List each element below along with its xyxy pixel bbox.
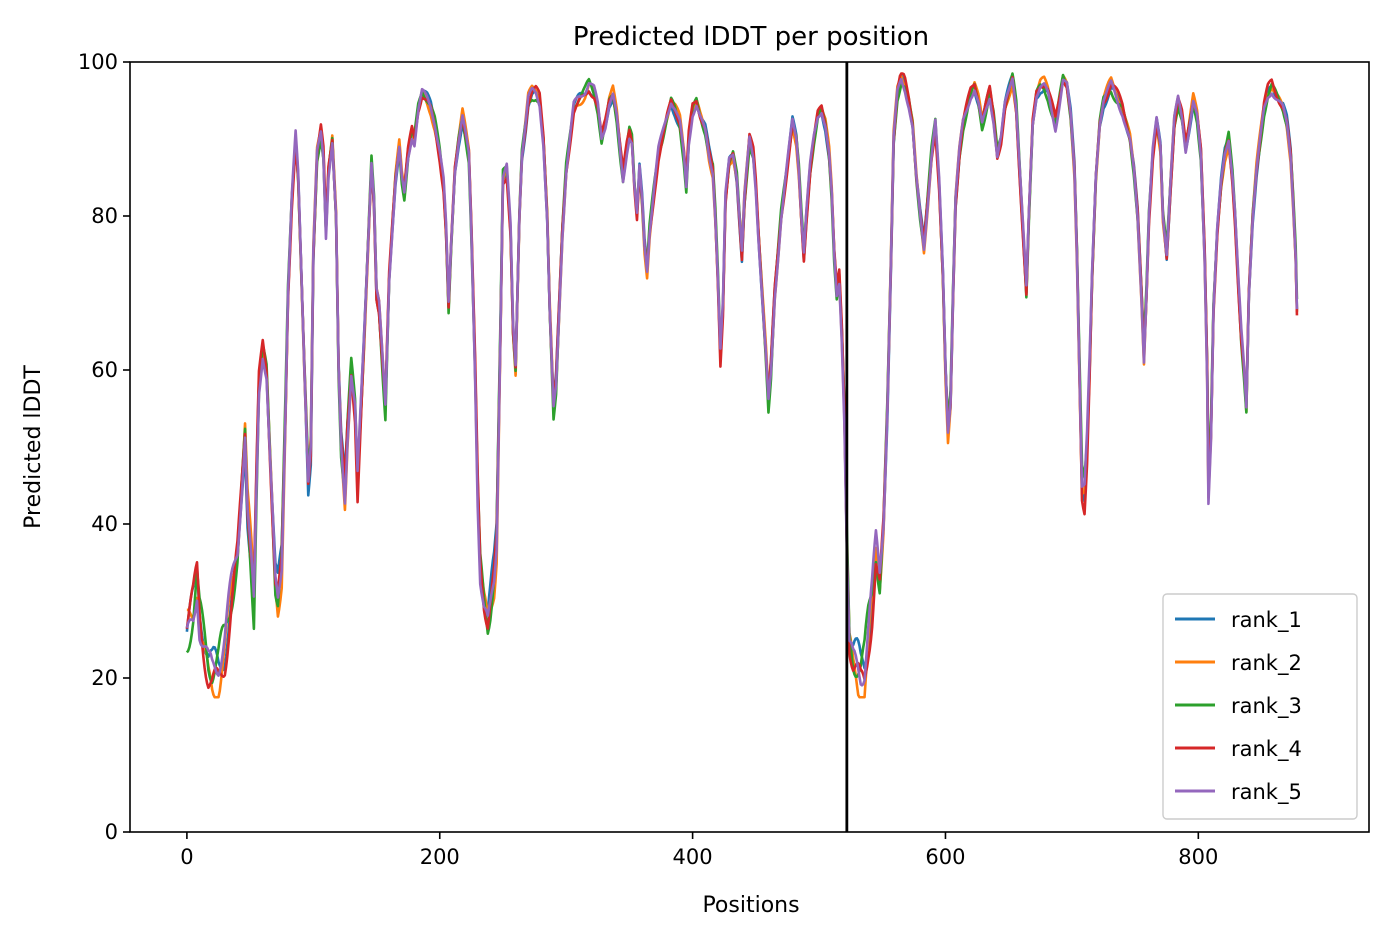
legend-label-rank_2: rank_2 <box>1231 651 1302 676</box>
x-tick-label: 400 <box>673 845 713 869</box>
series-line-rank_5 <box>185 77 1299 687</box>
legend-label-rank_1: rank_1 <box>1231 608 1302 633</box>
legend-label-rank_5: rank_5 <box>1231 780 1302 805</box>
legend-label-rank_3: rank_3 <box>1231 694 1302 719</box>
x-tick-label: 0 <box>180 845 193 869</box>
legend-box <box>1162 593 1358 820</box>
legend-label-rank_4: rank_4 <box>1231 737 1302 762</box>
plot-lines <box>185 72 1299 699</box>
y-tick-label: 100 <box>78 50 118 74</box>
series-line-rank_3 <box>185 72 1299 685</box>
x-tick-label: 800 <box>1178 845 1218 869</box>
x-axis-label: Positions <box>702 893 799 918</box>
axes-frame <box>129 61 1370 833</box>
chart-title: Predicted lDDT per position <box>573 22 929 52</box>
y-tick-label: 40 <box>91 512 118 536</box>
legend: rank_1 rank_2 rank_3 rank_4 rank_5 <box>1162 593 1358 820</box>
y-tick-label: 20 <box>91 666 118 690</box>
x-tick-label: 600 <box>925 845 965 869</box>
y-tick-label: 80 <box>91 204 118 228</box>
y-tick-label: 60 <box>91 358 118 382</box>
x-tick-label: 200 <box>420 845 460 869</box>
y-axis-ticks: 0 20 40 60 80 100 <box>78 50 130 844</box>
y-axis-label: Predicted lDDT <box>21 365 46 529</box>
x-axis-ticks: 0 200 400 600 800 <box>180 832 1218 869</box>
y-tick-label: 0 <box>105 820 118 844</box>
